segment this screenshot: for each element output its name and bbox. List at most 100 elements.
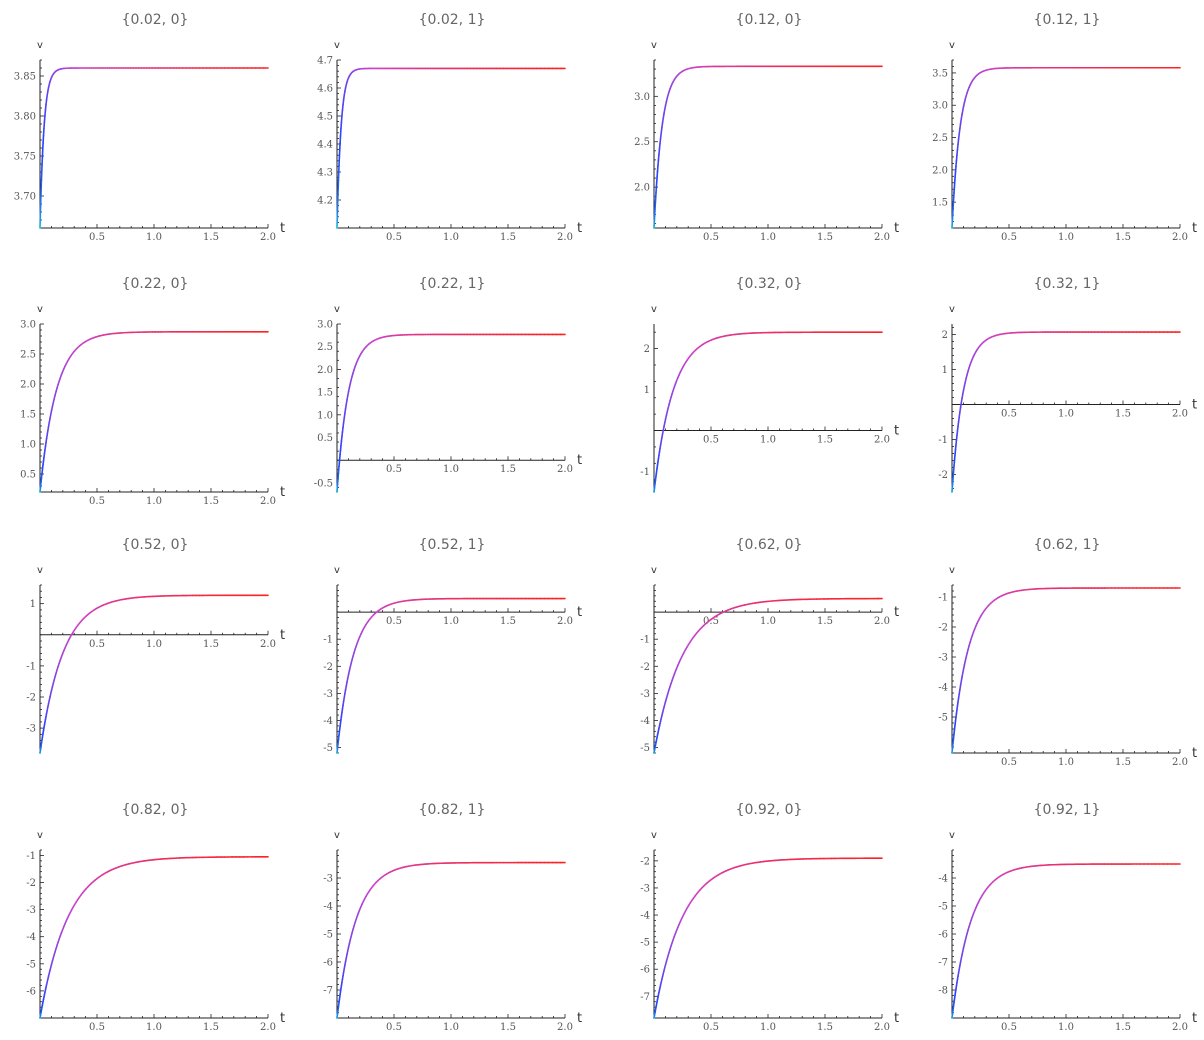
x-tick-label: 1.0 <box>1058 757 1074 768</box>
y-tick-label: -6 <box>323 958 333 969</box>
series-line <box>337 68 565 228</box>
y-tick-label: -3 <box>640 883 650 894</box>
y-tick-label: 1.5 <box>932 198 948 209</box>
x-tick-label: 1.5 <box>500 232 516 243</box>
series-segment <box>660 138 661 143</box>
series-segment <box>956 155 957 161</box>
y-tick-label: -0.5 <box>314 478 333 489</box>
y-tick-label: 4.2 <box>317 196 333 207</box>
x-tick-label: 2.0 <box>1172 1022 1188 1033</box>
series-segment <box>958 139 959 144</box>
plot-title: {0.52, 1} <box>419 537 486 553</box>
x-tick-label: 1.5 <box>1115 232 1131 243</box>
y-tick-label: -4 <box>938 683 948 694</box>
plot-title: {0.02, 0} <box>122 12 189 28</box>
y-tick-label: -4 <box>640 716 650 727</box>
y-tick-label: -6 <box>26 986 36 997</box>
y-tick-label: -1 <box>26 661 36 672</box>
x-axis-label: t <box>1192 1011 1197 1026</box>
y-tick-label: -7 <box>640 992 650 1003</box>
plot-title: {0.62, 1} <box>1034 537 1101 553</box>
y-tick-label: -7 <box>938 958 948 969</box>
series-segment <box>658 155 659 161</box>
plot-title: {0.12, 1} <box>1034 12 1101 28</box>
y-tick-label: 2.0 <box>317 365 333 376</box>
y-tick-label: 2.5 <box>317 342 333 353</box>
x-tick-label: 1.0 <box>1058 409 1074 420</box>
y-tick-label: 2 <box>644 344 650 355</box>
x-tick-label: 1.0 <box>146 639 162 650</box>
series-line <box>654 332 882 492</box>
x-tick-label: 2.0 <box>1172 409 1188 420</box>
x-axis-label: t <box>280 628 285 643</box>
y-tick-label: -7 <box>323 986 333 997</box>
plot-title: {0.22, 1} <box>419 276 486 292</box>
y-tick-label: 1.5 <box>317 388 333 399</box>
plot-title: {0.62, 0} <box>736 537 803 553</box>
x-tick-label: 0.5 <box>89 639 105 650</box>
x-tick-label: 1.0 <box>146 1022 162 1033</box>
x-tick-label: 0.5 <box>703 232 719 243</box>
x-tick-label: 1.0 <box>1058 1022 1074 1033</box>
y-tick-label: 3.70 <box>14 192 36 203</box>
plot-title: {0.82, 1} <box>419 802 486 818</box>
x-tick-label: 2.0 <box>874 435 890 446</box>
x-tick-label: 2.0 <box>874 616 890 627</box>
x-tick-label: 2.0 <box>557 464 573 475</box>
y-tick-label: 0.5 <box>317 433 333 444</box>
x-tick-label: 1.0 <box>760 232 776 243</box>
y-axis-label: v <box>37 830 43 841</box>
y-axis-label: v <box>334 565 340 576</box>
x-axis-label: t <box>577 221 582 236</box>
x-tick-label: 1.5 <box>500 1022 516 1033</box>
y-axis-label: v <box>37 565 43 576</box>
y-tick-label: -6 <box>938 930 948 941</box>
y-axis-label: v <box>334 304 340 315</box>
series-line <box>40 68 268 228</box>
y-tick-label: -2 <box>640 856 650 867</box>
x-tick-label: 1.0 <box>760 1022 776 1033</box>
y-tick-label: -4 <box>323 902 333 913</box>
x-tick-label: 0.5 <box>703 1022 719 1033</box>
y-tick-label: -1 <box>640 635 650 646</box>
x-tick-label: 1.0 <box>146 496 162 507</box>
x-tick-label: 0.5 <box>703 435 719 446</box>
y-tick-label: -1 <box>938 435 948 446</box>
series-segment <box>342 105 343 110</box>
x-axis-label: t <box>280 221 285 236</box>
y-axis-label: v <box>651 565 657 576</box>
x-tick-label: 0.5 <box>1001 1022 1017 1033</box>
x-tick-label: 1.0 <box>443 616 459 627</box>
y-tick-label: 2.0 <box>634 183 650 194</box>
x-tick-label: 2.0 <box>557 232 573 243</box>
y-tick-label: -2 <box>26 878 36 889</box>
y-tick-label: -5 <box>938 713 948 724</box>
plot-title: {0.12, 0} <box>736 12 803 28</box>
x-tick-label: 1.0 <box>443 1022 459 1033</box>
x-tick-label: 2.0 <box>260 232 276 243</box>
y-tick-label: -3 <box>640 689 650 700</box>
y-tick-label: -5 <box>323 743 333 754</box>
y-tick-label: -2 <box>323 662 333 673</box>
x-tick-label: 1.5 <box>203 639 219 650</box>
y-tick-label: 3.75 <box>14 152 36 163</box>
x-tick-label: 1.5 <box>500 464 516 475</box>
series-line <box>40 595 268 753</box>
series-line <box>40 857 268 1018</box>
series-line <box>952 588 1180 753</box>
y-tick-label: 4.3 <box>317 168 333 179</box>
y-tick-label: 2.0 <box>932 165 948 176</box>
series-segment <box>341 116 342 122</box>
